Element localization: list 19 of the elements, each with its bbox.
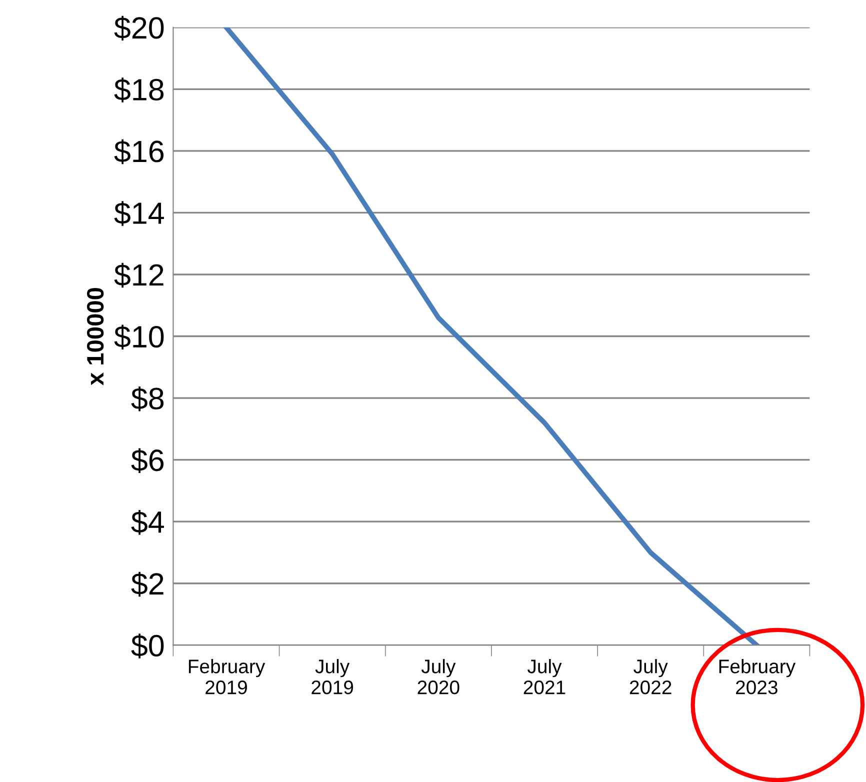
y-tick-label: $12 [114, 262, 164, 288]
x-tick-label: July 2020 [418, 659, 460, 694]
x-tick-label: July 2019 [312, 659, 354, 694]
y-axis-title: x 100000 [86, 288, 104, 386]
y-tick-label: $18 [114, 78, 164, 102]
x-tick-label: February 2019 [188, 659, 266, 694]
line-series [224, 27, 760, 646]
x-tick-label: July 2022 [630, 659, 672, 694]
y-tick-label: $14 [114, 201, 164, 226]
x-tick-label: February 2023 [719, 659, 796, 694]
y-tick-label: $20 [114, 16, 164, 41]
x-tick-label: July 2021 [524, 659, 566, 694]
y-tick-label: $10 [114, 324, 164, 350]
y-tick-label: $16 [114, 139, 164, 164]
y-tick-label: $4 [131, 510, 164, 535]
y-tick-label: $8 [131, 386, 164, 412]
y-tick-label: $0 [131, 634, 164, 658]
y-tick-label: $6 [131, 448, 164, 474]
y-tick-label: $2 [131, 572, 164, 597]
